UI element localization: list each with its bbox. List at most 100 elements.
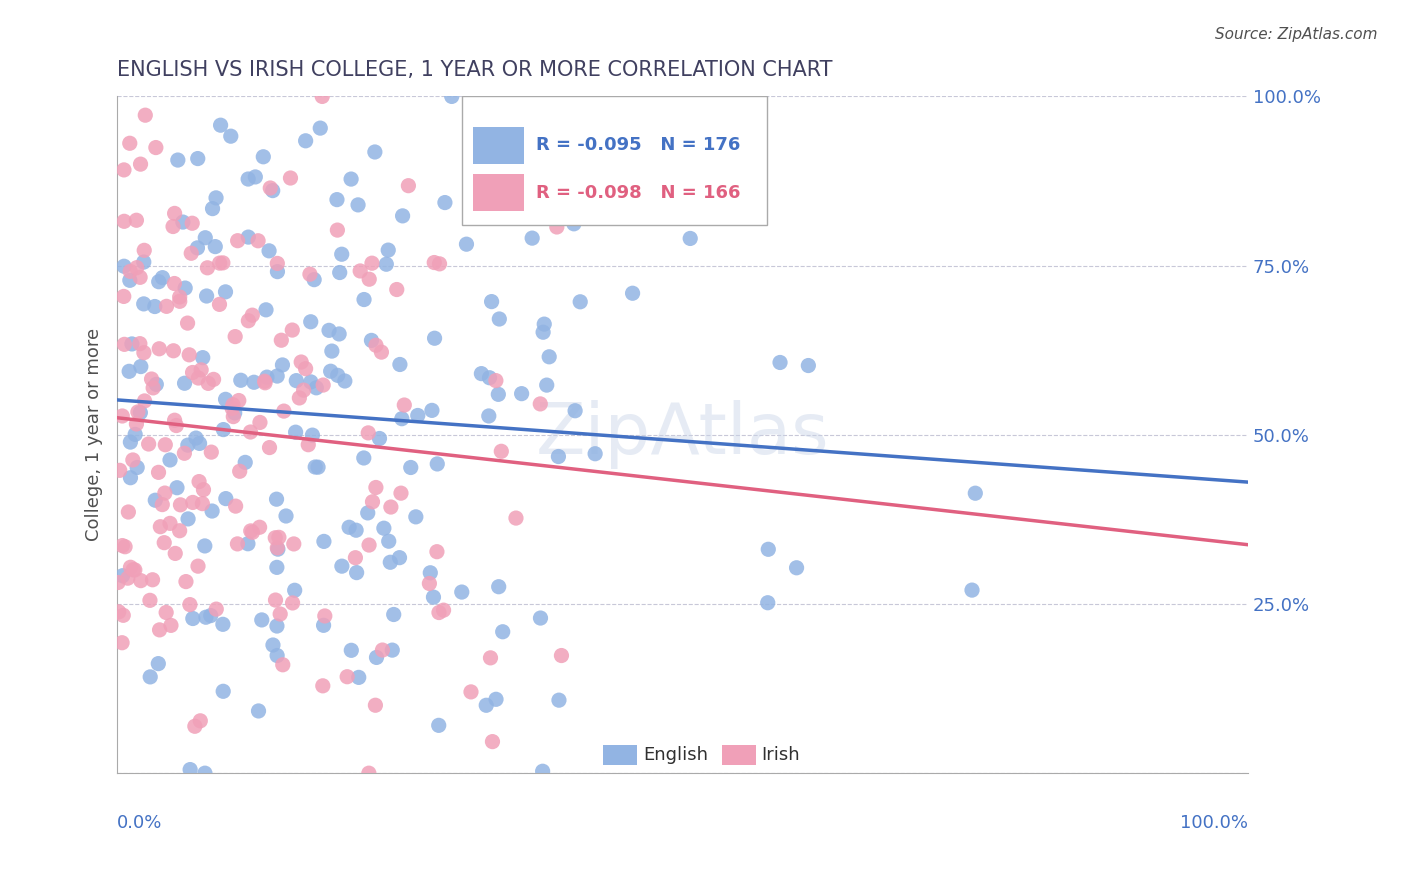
Point [112,608,135,623]
Point [391,209,413,223]
Point [249,416,271,430]
Point [169,290,191,304]
Point [228,393,250,408]
Point [200,608,222,623]
Text: 100.0%: 100.0% [1180,814,1249,832]
Point [121,453,143,467]
Point [360,334,382,348]
Point [357,766,380,780]
Point [188,475,211,489]
Point [405,509,427,524]
Point [347,198,370,212]
Point [380,500,402,514]
Point [145,377,167,392]
Point [111,636,134,650]
Point [266,256,288,270]
Point [259,181,281,195]
Point [132,297,155,311]
Point [550,648,572,663]
Point [485,692,508,706]
Point [538,350,561,364]
Point [333,374,356,388]
Point [309,121,332,136]
Point [264,593,287,607]
Point [433,195,456,210]
Point [107,575,129,590]
Point [486,387,509,401]
Point [121,337,143,351]
Point [184,719,207,733]
Point [312,378,335,392]
Point [256,370,278,384]
Point [340,172,363,186]
Point [112,214,135,228]
Point [162,219,184,234]
Point [418,576,440,591]
Point [569,294,592,309]
Point [375,257,398,271]
Point [142,381,165,395]
Point [297,438,319,452]
Point [364,698,387,713]
Point [349,264,371,278]
Point [112,259,135,273]
Point [205,191,228,205]
Point [470,367,492,381]
Point [188,436,211,450]
Point [304,460,326,475]
Point [186,241,208,255]
Point [153,486,176,500]
Point [294,361,316,376]
Point [239,524,262,538]
Point [359,272,381,286]
Point [314,609,336,624]
Point [228,464,250,478]
Point [120,264,142,278]
Point [134,244,156,258]
Point [301,428,323,442]
Point [361,495,384,509]
Point [238,314,260,328]
Point [283,537,305,551]
Point [149,519,172,533]
Point [169,294,191,309]
Point [250,613,273,627]
Point [191,497,214,511]
Point [152,270,174,285]
Point [184,431,207,445]
Point [266,369,288,384]
Point [166,153,188,167]
Point [311,89,333,103]
Y-axis label: College, 1 year or more: College, 1 year or more [86,328,103,541]
Point [148,623,170,637]
Point [302,273,325,287]
Point [621,286,644,301]
Point [558,201,581,215]
Point [202,372,225,386]
Point [426,457,449,471]
Point [299,375,322,389]
Point [148,657,170,671]
Point [120,435,142,450]
Point [180,246,202,260]
Point [118,273,141,287]
Point [201,202,224,216]
Point [546,219,568,234]
Point [337,520,360,534]
Point [756,596,779,610]
Point [233,455,256,469]
Point [242,525,264,540]
Point [155,606,177,620]
Point [394,398,416,412]
Point [194,610,217,624]
Point [531,325,554,339]
Point [155,299,177,313]
Point [162,343,184,358]
Point [273,404,295,418]
Point [239,425,262,439]
Point [422,590,444,604]
Point [194,231,217,245]
Point [214,392,236,407]
Point [143,300,166,314]
Point [132,255,155,269]
